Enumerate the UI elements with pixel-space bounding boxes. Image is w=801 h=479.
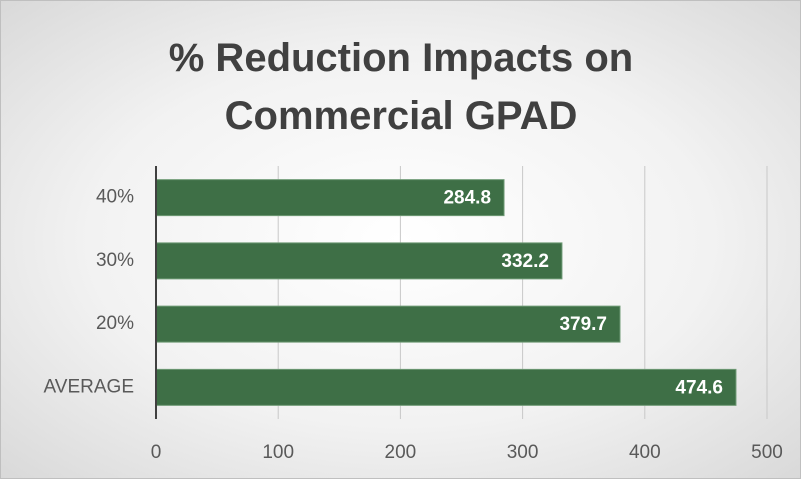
x-tick-label: 100 [262, 442, 294, 463]
data-label: 474.6 [675, 377, 723, 398]
bar [155, 179, 505, 217]
x-tick-label: 300 [507, 442, 539, 463]
chart-title: % Reduction Impacts on Commercial GPAD [168, 36, 634, 138]
data-label: 332.2 [501, 251, 549, 272]
data-label: 284.8 [443, 188, 491, 209]
y-tick-label: AVERAGE [44, 376, 134, 397]
y-tick-label: 30% [96, 250, 134, 271]
x-tick-label: 200 [385, 442, 417, 463]
x-tick-label: 0 [151, 442, 162, 463]
y-tick-label: 40% [96, 187, 134, 208]
x-tick-label: 500 [751, 442, 783, 463]
bar [155, 368, 737, 406]
bar [155, 305, 621, 343]
x-tick-label: 400 [629, 442, 661, 463]
data-label: 379.7 [559, 314, 607, 335]
y-tick-label: 20% [96, 313, 134, 334]
bar [155, 242, 563, 280]
